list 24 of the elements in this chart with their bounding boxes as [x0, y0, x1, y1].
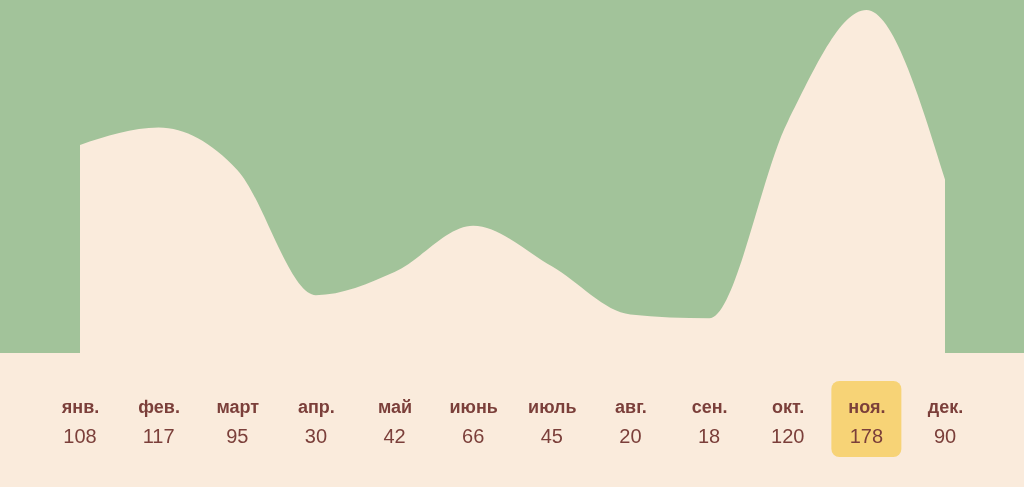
- x-tick-label: июль: [528, 397, 577, 417]
- data-label: 66: [462, 425, 485, 447]
- x-tick-label: апр.: [297, 397, 335, 417]
- x-tick-label: май: [377, 397, 413, 417]
- x-tick-label: янв.: [60, 397, 100, 417]
- data-label: 120: [771, 425, 805, 447]
- data-label: 42: [383, 425, 406, 447]
- x-tick-label: ноя.: [848, 397, 886, 417]
- x-tick-label: март: [216, 397, 260, 417]
- x-tick-label: сен.: [691, 397, 728, 417]
- x-tick-label: июнь: [449, 397, 498, 417]
- x-tick-label: фев.: [138, 397, 180, 417]
- data-label: 18: [697, 425, 721, 447]
- data-label: 117: [142, 425, 175, 447]
- data-label: 95: [226, 425, 249, 447]
- x-tick-label: авг.: [615, 397, 647, 417]
- data-label: 20: [619, 425, 642, 447]
- x-tick-label: окт.: [772, 397, 805, 417]
- x-tick-label: дек.: [927, 397, 964, 417]
- data-label: 45: [540, 425, 563, 447]
- data-label: 178: [849, 425, 884, 447]
- data-label: 108: [63, 425, 97, 447]
- data-label: 30: [304, 425, 328, 447]
- data-label: 90: [933, 425, 957, 447]
